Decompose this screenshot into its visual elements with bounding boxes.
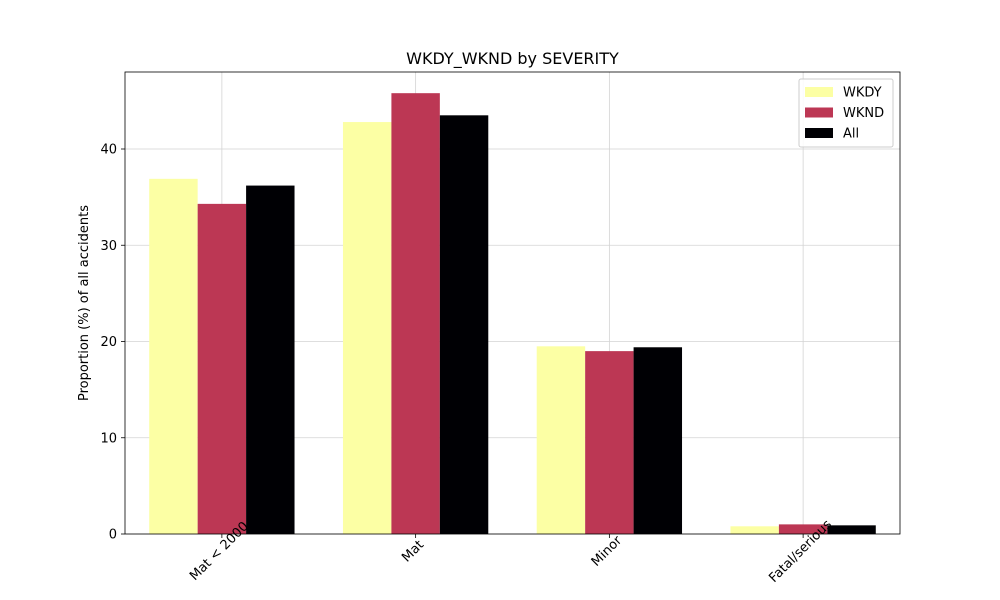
y-tick-label: 20 xyxy=(100,335,117,350)
y-axis-label: Proportion (%) of all accidents xyxy=(77,205,92,401)
y-tick-label: 40 xyxy=(100,143,117,158)
bar-all-3 xyxy=(827,525,876,534)
bar-wknd-1 xyxy=(391,93,440,535)
bars-layer xyxy=(149,93,876,535)
y-tick-label: 30 xyxy=(100,239,117,254)
y-tick-label: 0 xyxy=(109,528,117,543)
plot-area-frame xyxy=(124,71,901,535)
legend-swatch-wknd xyxy=(805,107,833,118)
chart-title: WKDY_WKND by SEVERITY xyxy=(406,49,619,69)
bar-wkdy-1 xyxy=(342,122,392,535)
bar-wkdy-3 xyxy=(730,526,779,534)
x-tick-label: Mat xyxy=(399,538,427,566)
x-tick-label: Minor xyxy=(589,533,626,570)
bar-wknd-2 xyxy=(585,351,634,534)
legend-swatch-all xyxy=(805,128,833,138)
bar-all-2 xyxy=(633,347,683,534)
bar-wkdy-0 xyxy=(149,178,198,534)
bar-all-0 xyxy=(246,185,295,534)
legend-label-wkdy: WKDY xyxy=(843,86,882,101)
bar-wknd-3 xyxy=(778,524,828,534)
y-axis: 0 10 20 30 40 xyxy=(100,143,125,543)
legend-swatch-wkdy xyxy=(805,87,833,97)
bar-wknd-0 xyxy=(197,203,247,535)
y-tick-label: 10 xyxy=(100,431,117,446)
bar-wkdy-2 xyxy=(536,346,586,534)
legend-label-all: All xyxy=(843,127,859,142)
legend: WKDY WKND All xyxy=(798,78,894,148)
legend-label-wknd: WKND xyxy=(843,106,884,121)
bar-all-1 xyxy=(439,115,489,534)
